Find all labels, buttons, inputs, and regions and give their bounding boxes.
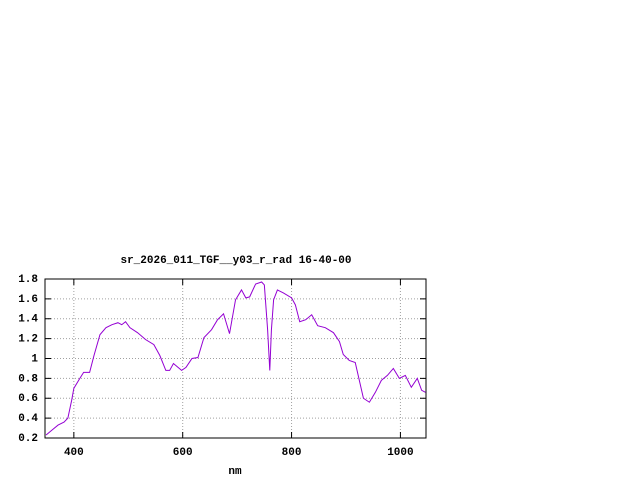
- y-tick-label: 1.4: [18, 314, 38, 326]
- y-tick-label: 1.6: [18, 294, 38, 306]
- y-tick-label: 0.2: [18, 433, 38, 445]
- y-tick-label: 1.8: [18, 274, 38, 286]
- data-line: [45, 281, 426, 436]
- y-tick-label: 1: [31, 353, 38, 365]
- chart-title: sr_2026_011_TGF__y03_r_rad 16-40-00: [120, 255, 351, 267]
- y-tick-label: 0.6: [18, 393, 38, 405]
- x-axis-label: nm: [228, 466, 242, 478]
- x-tick-label: 1000: [387, 447, 413, 459]
- y-tick-label: 0.8: [18, 373, 38, 385]
- plot-border: [44, 278, 427, 439]
- y-tick-label: 0.4: [18, 413, 38, 425]
- x-tick-label: 400: [64, 447, 84, 459]
- x-tick-label: 600: [173, 447, 193, 459]
- y-tick-label: 1.2: [18, 334, 38, 346]
- x-tick-label: 800: [282, 447, 302, 459]
